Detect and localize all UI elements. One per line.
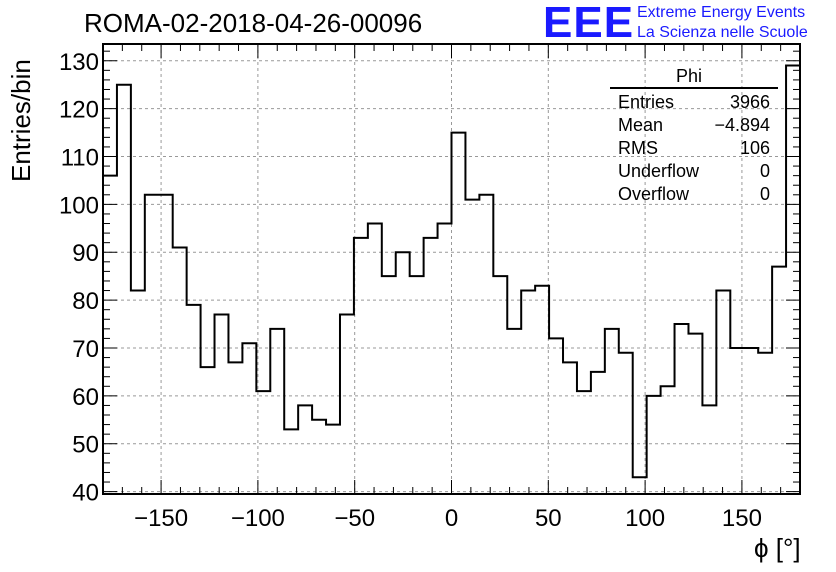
histogram-bin	[507, 329, 521, 494]
histogram-bin	[716, 291, 730, 494]
histogram-bin	[438, 224, 452, 494]
stats-value: 0	[759, 161, 770, 181]
histogram-bin	[452, 133, 466, 494]
histogram-bin	[465, 200, 479, 494]
histogram-bin	[173, 247, 187, 494]
histogram-bin	[786, 66, 800, 494]
y-tick-label: 90	[72, 240, 99, 267]
histogram-bin	[103, 176, 117, 494]
histogram-bin	[354, 238, 368, 494]
chart-title: ROMA-02-2018-04-26-00096	[84, 8, 423, 38]
stats-row-entries: Entries 3966	[610, 91, 778, 114]
x-tick-label: 50	[535, 505, 562, 532]
histogram-bin	[661, 386, 675, 494]
x-tick-label: −100	[231, 505, 285, 532]
histogram-bin	[187, 305, 201, 494]
histogram-bin	[256, 391, 270, 494]
histogram-bin	[228, 362, 242, 494]
histogram-bin	[340, 314, 354, 494]
histogram-bin	[424, 238, 438, 494]
histogram-bin	[744, 348, 758, 494]
histogram-bin	[521, 291, 535, 494]
histogram-bin	[591, 372, 605, 494]
histogram-bin	[619, 353, 633, 494]
logo-text-line2: La Scienza nelle Scuole	[637, 24, 808, 41]
histogram-bin	[312, 420, 326, 494]
histogram-bin	[382, 276, 396, 494]
histogram-bin	[549, 338, 563, 494]
histogram-bin	[368, 224, 382, 494]
histogram-series	[103, 64, 800, 479]
y-tick-label: 110	[61, 145, 99, 172]
y-axis-label: Entries/bin	[6, 59, 36, 182]
histogram-bin	[215, 314, 229, 494]
histogram-bin	[535, 286, 549, 494]
stats-value: 0	[759, 184, 770, 204]
plot-frame	[102, 43, 801, 495]
histogram-bin	[117, 85, 131, 494]
histogram-bin	[688, 334, 702, 494]
stats-row-mean: Mean −4.894	[610, 114, 778, 137]
stats-box: Phi Entries 3966 Mean −4.894 RMS 106 Und…	[610, 66, 778, 206]
histogram-bin	[326, 425, 340, 494]
histogram-bin	[702, 405, 716, 494]
stats-name: Phi	[675, 66, 702, 86]
histogram-bin	[201, 367, 215, 494]
stats-value: −4.894	[714, 115, 770, 135]
stats-row-rms: RMS 106	[610, 137, 778, 160]
stats-label: RMS	[618, 138, 658, 158]
histogram-bin	[145, 195, 159, 494]
logo-text-line1: Extreme Energy Events	[637, 4, 806, 21]
x-tick-label: 0	[445, 505, 458, 532]
stats-value: 106	[739, 138, 770, 158]
stats-row-overflow: Overflow 0	[610, 183, 778, 206]
histogram-bin	[647, 396, 661, 494]
stats-label: Overflow	[618, 184, 690, 204]
y-tick-label: 120	[59, 97, 99, 124]
histogram-bin	[605, 329, 619, 494]
stats-label: Entries	[618, 92, 675, 112]
histogram-bin	[242, 343, 256, 494]
histogram-bin	[298, 405, 312, 494]
histogram-bin	[131, 291, 145, 494]
histogram-bin	[410, 276, 424, 494]
y-tick-label: 50	[72, 432, 99, 459]
y-tick-label: 100	[59, 192, 99, 219]
histogram-bin	[772, 267, 786, 494]
x-tick-label: 150	[722, 505, 762, 532]
y-tick-label: 70	[72, 336, 99, 363]
histogram-bin	[284, 429, 298, 494]
histogram-bin	[159, 195, 173, 494]
x-tick-label: −150	[134, 505, 188, 532]
histogram-bin	[758, 353, 772, 494]
x-tick-label: 100	[625, 505, 665, 532]
histogram-bin	[730, 348, 744, 494]
eee-logo-mark: EEE	[543, 0, 635, 47]
histogram-bin	[479, 195, 493, 494]
histogram-bin	[270, 329, 284, 494]
histogram-bin	[675, 324, 689, 494]
stats-label: Underflow	[618, 161, 700, 181]
y-tick-label: 40	[72, 480, 99, 507]
stats-row-underflow: Underflow 0	[610, 160, 778, 183]
x-tick-label: −50	[334, 505, 375, 532]
histogram-bin	[577, 391, 591, 494]
histogram-bin	[396, 252, 410, 494]
stats-value: 3966	[729, 92, 770, 112]
x-axis-label: ϕ [°]	[754, 533, 801, 563]
y-tick-label: 130	[59, 49, 99, 76]
stats-label: Mean	[618, 115, 664, 135]
y-tick-label: 60	[72, 384, 99, 411]
histogram-bin	[563, 362, 577, 494]
y-tick-label: 80	[72, 288, 99, 315]
histogram-bin	[633, 477, 647, 494]
histogram-bin	[493, 276, 507, 494]
